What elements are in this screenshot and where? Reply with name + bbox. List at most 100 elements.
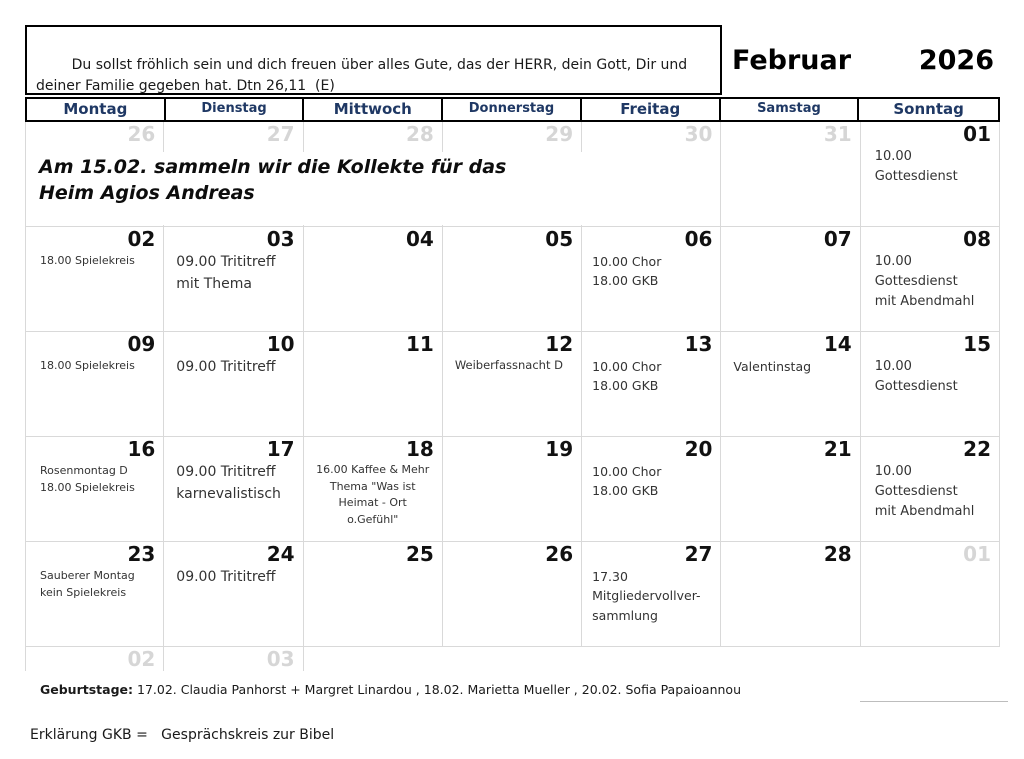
day-events: 09.00 Trititreff [164, 567, 302, 589]
day-number: 20 [684, 437, 713, 461]
event-text: Rosenmontag D [40, 464, 128, 477]
event-text: 09.00 Trititreff [176, 359, 276, 375]
day-number: 18 [406, 437, 434, 461]
day-number: 12 [545, 332, 574, 356]
day-number: 28 [406, 122, 434, 146]
day-cell-15: 15 10.00 Gottesdienst [860, 332, 1000, 437]
day-number: 08 [963, 227, 991, 251]
weekday-header-row: Montag Dienstag Mittwoch Donnerstag Freitag S… [25, 97, 1000, 122]
day-events: 10.00 Gottesdienst mit Abendmahl [861, 252, 999, 312]
event-text: Gottesdienst [874, 169, 958, 185]
day-cell-09: 09 18.00 Spielekreis [25, 332, 165, 437]
weekday-header-donnerstag: Donnerstag [443, 99, 582, 120]
day-events: Weiberfassnacht D [443, 357, 581, 375]
event-text: kein Spielekreis [40, 586, 127, 600]
day-cell-30-muted: 30 [582, 122, 722, 227]
day-cell-14: 14 Valentinstag [721, 332, 861, 437]
event-text: Gottesdienst [874, 379, 958, 395]
day-cell-10: 10 09.00 Trititreff [164, 332, 304, 437]
day-events: 09.00 Trititreff [164, 357, 302, 379]
day-number: 01 [963, 542, 991, 566]
event-text: 10.00 Chor [592, 359, 662, 374]
event-text: Weiberfassnacht D [454, 358, 563, 372]
day-number: 16 [127, 437, 156, 461]
announcement-line: Heim Agios Andreas [39, 181, 255, 204]
year-title: 2026 [918, 44, 994, 76]
day-events: 18.00 Spielekreis [26, 357, 163, 374]
quote-box: Du sollst fröhlich sein und dich freuen … [25, 25, 722, 95]
day-events: 18.00 Spielekreis [26, 252, 163, 269]
day-cell-25: 25 [303, 542, 443, 647]
day-cell-13: 13 10.00 Chor 18.00 GKB [582, 332, 722, 437]
day-events: 09.00 Trititreff karnevalistisch [164, 462, 302, 505]
day-events: Rosenmontag D 18.00 Spielekreis [26, 462, 163, 496]
day-number: 05 [545, 227, 574, 251]
day-number: 26 [127, 122, 156, 146]
day-events: 10.00 Chor 18.00 GKB [582, 252, 720, 291]
day-number: 02 [127, 227, 156, 251]
event-text: 18.00 Spielekreis [40, 481, 135, 495]
weekday-header-sonntag: Sonntag [893, 100, 964, 118]
day-cell-27: 27 17.30 Mitgliedervollver-sammlung [582, 542, 722, 647]
next-month-partial-row: 02 03 [25, 647, 1000, 671]
day-cell-02: 02 18.00 Spielekreis [25, 227, 165, 332]
month-year: Februar 2026 [722, 25, 1000, 95]
event-text: 16.00 Kaffee & Mehr [316, 463, 430, 476]
event-text: 10.00 [874, 149, 912, 164]
day-events: 10.00 Chor 18.00 GKB [582, 357, 720, 396]
day-cell-24: 24 09.00 Trititreff [164, 542, 304, 647]
event-text: Sauberer Montag [40, 569, 135, 582]
announcement-line: Am 15.02. sammeln wir die Kollekte für d… [39, 156, 507, 178]
day-events: 16.00 Kaffee & Mehr Thema "Was ist Heimat … [304, 462, 442, 528]
day-cell-01: 01 10.00 Gottesdienst [860, 122, 1000, 227]
day-cell-next-month-03: 03 [164, 647, 304, 671]
day-number: 29 [545, 122, 574, 146]
day-number: 10 [266, 332, 295, 356]
event-text: 10.00 [874, 254, 912, 269]
day-number: 25 [406, 542, 434, 566]
event-text: 18.00 Spielekreis [40, 254, 135, 267]
event-text: 18.00 GKB [592, 273, 659, 289]
bottom-right-rule [860, 701, 1008, 702]
day-cell-05: 05 [442, 227, 583, 332]
event-text: Heimat - Ort [338, 496, 407, 509]
day-number: 26 [545, 542, 574, 566]
day-number: 28 [823, 542, 852, 566]
day-events: Sauberer Montag kein Spielekreis [26, 567, 163, 601]
day-events: 10.00 Gottesdienst mit Abendmahl [861, 462, 999, 522]
event-text: 10.00 Chor [592, 464, 662, 479]
event-text: 09.00 Trititreff [176, 464, 276, 480]
day-number: 27 [266, 122, 295, 146]
event-text: 10.00 Chor [592, 254, 662, 269]
day-cell-next-month-02: 02 [25, 647, 165, 671]
day-cell-06: 06 10.00 Chor 18.00 GKB [582, 227, 722, 332]
day-number: 03 [266, 647, 295, 671]
birthdays-line: Geburtstage: 17.02. Claudia Panhorst + Ma… [40, 682, 741, 697]
day-events: Valentinstag [721, 357, 859, 376]
day-number: 30 [684, 122, 713, 146]
calendar-grid-wrap: 26 27 28 29 30 31 01 10.00 Gottesdienst 02 18.00 S… [25, 122, 1000, 647]
weekday-header-freitag: Freitag [582, 99, 721, 120]
day-cell-22: 22 10.00 Gottesdienst mit Abendmahl [860, 437, 1000, 542]
day-number: 02 [127, 647, 156, 671]
month-title: Februar [732, 44, 852, 76]
day-number: 19 [545, 437, 574, 461]
day-cell-08: 08 10.00 Gottesdienst mit Abendmahl [860, 227, 1000, 332]
day-number: 13 [684, 332, 713, 356]
birthdays-text: 17.02. Claudia Panhorst + Margret Linard… [137, 682, 742, 697]
day-cell-16: 16 Rosenmontag D 18.00 Spielekreis [25, 437, 165, 542]
event-text: 09.00 Trititreff [176, 569, 276, 585]
day-cell-19: 19 [442, 437, 583, 542]
event-text: Mitgliedervollver- [592, 588, 701, 604]
day-number: 23 [127, 542, 156, 566]
day-cell-31-muted: 31 [721, 122, 861, 227]
day-number: 14 [823, 332, 852, 356]
calendar-content: Du sollst fröhlich sein und dich freuen … [25, 25, 1000, 671]
day-cell-07: 07 [721, 227, 861, 332]
day-number: 09 [127, 332, 156, 356]
day-cell-18: 18 16.00 Kaffee & Mehr Thema "Was ist Heima… [303, 437, 443, 542]
event-text: 18.00 GKB [592, 378, 659, 394]
day-number: 11 [406, 332, 434, 356]
day-number: 07 [823, 227, 852, 251]
day-events: 10.00 Gottesdienst [861, 147, 999, 187]
